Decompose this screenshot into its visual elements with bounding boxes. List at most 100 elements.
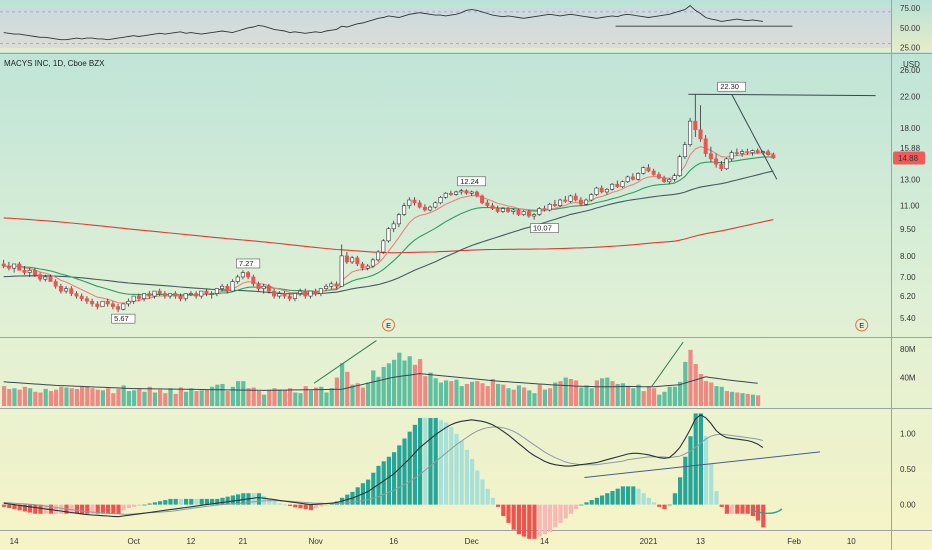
- candle: [584, 199, 589, 205]
- candle: [38, 274, 43, 280]
- macd-histogram-bar: [308, 504, 313, 511]
- candle: [58, 285, 63, 292]
- candle: [506, 208, 511, 212]
- candle: [365, 265, 370, 269]
- volume-bar: [85, 386, 90, 406]
- candle: [740, 151, 745, 154]
- volume-bar: [256, 391, 261, 406]
- volume-ma-line: [3, 373, 758, 391]
- macd-histogram-bar: [251, 493, 256, 505]
- volume-bar: [324, 392, 329, 406]
- candle: [157, 290, 162, 294]
- macd-histogram-bar: [142, 504, 147, 506]
- volume-bar: [308, 390, 313, 406]
- volume-bar: [251, 387, 256, 406]
- macd-histogram-bar: [730, 504, 735, 514]
- candle: [79, 295, 84, 299]
- volume-bar: [106, 388, 111, 406]
- last-price-badge: 14.88: [893, 151, 925, 165]
- candle: [490, 205, 495, 209]
- volume-bar: [340, 363, 345, 406]
- macd-histogram-bar: [386, 456, 391, 505]
- candle: [188, 293, 193, 295]
- price-callout-label: 7.27: [239, 259, 254, 268]
- volume-tick-label: 80M: [900, 345, 916, 354]
- macd-histogram-bar: [423, 417, 428, 505]
- time-axis-label: 2021: [640, 537, 658, 546]
- volume-bar: [48, 391, 53, 406]
- volume-bar: [74, 388, 79, 406]
- macd-histogram-bar: [678, 477, 683, 505]
- volume-bar: [402, 360, 407, 406]
- volume-bar: [282, 390, 287, 406]
- macd-histogram-bar: [168, 498, 173, 505]
- candle: [563, 199, 568, 202]
- candle: [282, 293, 287, 297]
- volume-bar: [126, 391, 131, 406]
- trend-line-down: [731, 93, 778, 180]
- macd-histogram-bar: [121, 504, 126, 511]
- volume-bar: [449, 381, 454, 406]
- macd-histogram-bar: [667, 504, 672, 506]
- macd-histogram-bar: [74, 504, 79, 514]
- macd-histogram-bar: [652, 502, 657, 505]
- volume-bar: [392, 359, 397, 406]
- macd-histogram-bar: [610, 490, 615, 505]
- macd-histogram-bar: [631, 486, 636, 505]
- candle: [558, 199, 563, 206]
- candle: [90, 300, 95, 305]
- macd-histogram-bar: [537, 504, 542, 537]
- volume-bar: [574, 380, 579, 406]
- price-tick-label: 9.50: [900, 225, 916, 234]
- volume-bar: [490, 378, 495, 406]
- volume-bar: [95, 389, 100, 406]
- macd-histogram-bar: [438, 420, 443, 505]
- candle: [485, 202, 490, 206]
- volume-bar: [381, 366, 386, 406]
- macd-histogram-bar: [100, 504, 105, 514]
- macd-histogram-bar: [85, 504, 90, 514]
- volume-bar: [345, 371, 350, 406]
- macd-histogram-bar: [54, 504, 59, 514]
- macd-histogram-bar: [480, 479, 485, 505]
- candle: [1, 263, 6, 267]
- macd-histogram-bar: [33, 504, 38, 514]
- candle: [568, 195, 573, 202]
- macd-histogram-bar: [147, 503, 152, 505]
- volume-bar: [464, 383, 469, 406]
- candle: [168, 293, 173, 297]
- candle: [651, 170, 656, 175]
- candle: [422, 206, 427, 211]
- candle: [220, 285, 225, 289]
- macd-histogram-bar: [470, 459, 475, 505]
- volume-bar: [652, 388, 657, 406]
- time-axis-label: 13: [696, 537, 705, 546]
- volume-bar: [444, 380, 449, 406]
- macd-histogram-bar: [303, 504, 308, 510]
- volume-bar: [698, 374, 703, 406]
- rsi-tick-label: 50.00: [900, 24, 921, 33]
- price-tick-label: 5.40: [900, 314, 916, 323]
- price-callout-box: [530, 223, 559, 233]
- macd-tick-label: 1.00: [900, 429, 916, 438]
- chart-title: MACYS INC, 1D, Cboe BZX: [4, 59, 105, 68]
- candle: [766, 151, 771, 155]
- price-tick-label: 6.20: [900, 292, 916, 301]
- volume-bar: [459, 386, 464, 406]
- macd-histogram-bar: [412, 424, 417, 505]
- macd-histogram-bar: [501, 504, 506, 517]
- volume-bar: [719, 386, 724, 406]
- candle: [646, 167, 651, 172]
- volume-bar: [142, 391, 147, 406]
- macd-histogram-bar: [568, 504, 573, 514]
- candle: [630, 176, 635, 180]
- macd-histogram-bar: [594, 497, 599, 505]
- time-axis-label: Nov: [309, 537, 323, 546]
- macd-histogram-bar: [714, 490, 719, 505]
- macd-histogram-bar: [267, 498, 272, 505]
- volume-bar: [662, 391, 667, 406]
- price-callout-box: [236, 258, 261, 269]
- price-callout-label: 22.30: [720, 82, 739, 91]
- candle: [64, 288, 69, 292]
